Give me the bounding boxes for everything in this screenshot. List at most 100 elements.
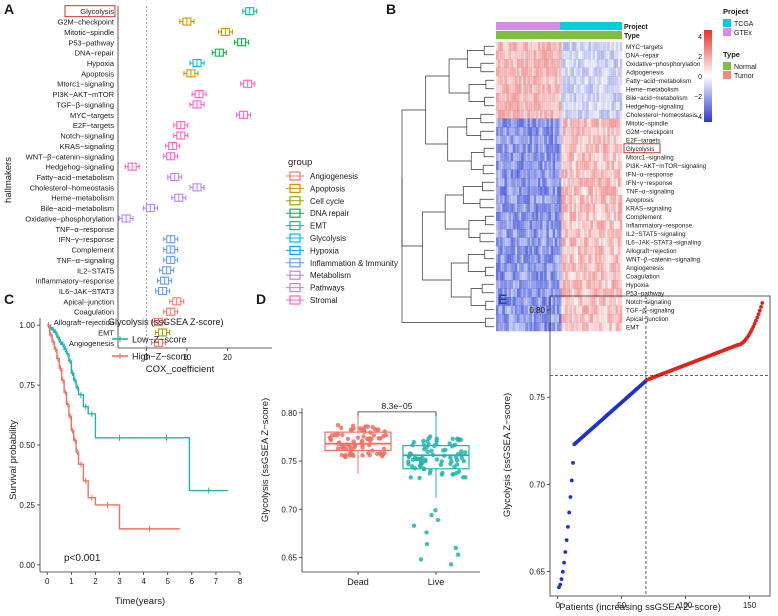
panel-b-cell <box>508 271 511 281</box>
panel-b-cell <box>563 144 566 153</box>
panel-b-cell <box>504 288 507 298</box>
panel-b-cell <box>561 229 564 238</box>
panel-b-cell <box>561 67 564 77</box>
panel-b-cell <box>598 203 602 213</box>
panel-b-cell <box>496 169 499 179</box>
panel-b-cell <box>533 50 537 60</box>
panel-d-point <box>439 459 444 464</box>
panel-b-row-label: Mitotic−spindle <box>626 120 668 127</box>
panel-b-cell <box>540 254 543 264</box>
panel-b-cell <box>619 84 623 94</box>
panel-b-cell <box>512 322 516 332</box>
panel-b-cell <box>533 67 537 77</box>
panel-b-cell <box>594 186 598 196</box>
panel-b-cell <box>603 212 606 221</box>
panel-b-cell <box>498 118 501 128</box>
panel-b-cell <box>523 305 526 315</box>
panel-b-cell <box>575 322 579 332</box>
panel-b-cell <box>508 229 511 238</box>
panel-b-cell <box>529 144 532 153</box>
panel-b-cell <box>588 152 591 162</box>
panel-b-cell <box>546 246 549 255</box>
panel-b-cell <box>529 305 532 315</box>
panel-b-cell <box>502 297 505 306</box>
panel-b-cell <box>592 50 595 60</box>
panel-b-cell <box>586 50 589 60</box>
panel-a-row-label: Apoptosis <box>81 69 114 78</box>
panel-b-cell <box>584 212 587 221</box>
panel-b-cell <box>607 280 610 289</box>
panel-b-cell <box>575 42 579 51</box>
panel-b-cell <box>619 135 623 145</box>
panel-b-cell <box>519 118 522 128</box>
panel-b-cell <box>569 144 572 153</box>
panel-b-cell <box>584 246 587 255</box>
panel-c-series-Low−Z−score <box>47 324 228 492</box>
panel-b-cell <box>500 288 503 298</box>
panel-b-cell <box>504 203 507 213</box>
panel-b-cell <box>500 59 503 68</box>
panel-b-cell <box>544 237 547 247</box>
panel-b-cell <box>535 93 539 102</box>
panel-b-cell <box>619 161 623 170</box>
panel-b-cell <box>592 152 595 162</box>
panel-b-cell <box>609 254 612 264</box>
panel-b-cell <box>588 288 591 298</box>
panel-b-cell <box>611 314 614 323</box>
panel-b-cell <box>588 67 591 77</box>
panel-b-cell <box>512 314 516 323</box>
panel-b-cell <box>559 229 562 238</box>
panel-b-cell <box>504 322 507 332</box>
panel-b-cell <box>594 76 598 85</box>
panel-d-outlier <box>455 552 461 557</box>
panel-b-cell <box>567 67 570 77</box>
panel-b-cell <box>517 101 520 111</box>
panel-b-cell <box>538 254 541 264</box>
panel-e-point <box>752 321 757 326</box>
panel-b-cell <box>603 76 606 85</box>
panel-b-cell <box>533 127 537 136</box>
panel-b-cell <box>550 212 553 221</box>
panel-b-dendro-branch <box>479 232 494 243</box>
panel-b-cell <box>565 178 568 187</box>
panel-b-cell <box>598 237 602 247</box>
panel-b-cell <box>603 67 606 77</box>
panel-b-cell <box>512 254 516 264</box>
panel-b-cell <box>575 254 579 264</box>
panel-b-cell <box>546 127 549 136</box>
panel-b-legend-project-label: TCGA <box>734 21 754 28</box>
panel-b-cell <box>577 297 581 306</box>
panel-b-cell <box>519 305 522 315</box>
panel-b-cell <box>550 110 553 119</box>
panel-b-cell <box>546 135 549 145</box>
panel-b-cell <box>527 101 530 111</box>
panel-b-cell <box>531 186 535 196</box>
panel-b-cell <box>619 271 623 281</box>
panel-b-cell <box>510 271 514 281</box>
panel-b-cell <box>519 127 522 136</box>
panel-b-cell <box>588 144 591 153</box>
panel-b-cell <box>508 110 511 119</box>
panel-b-cell <box>594 152 598 162</box>
panel-b-cell <box>615 203 619 213</box>
panel-b-cell <box>613 135 616 145</box>
panel-b-cell <box>517 67 520 77</box>
panel-b-dendro-branch <box>480 62 494 73</box>
panel-b-cell <box>596 322 600 332</box>
panel-b-cell <box>563 118 566 128</box>
panel-d-point <box>343 454 348 460</box>
panel-b-cell <box>580 76 583 85</box>
panel-b-cell <box>605 220 608 230</box>
panel-b-cell <box>512 271 516 281</box>
panel-b-cell <box>588 237 591 247</box>
panel-d-point <box>451 472 456 477</box>
panel-e-point <box>566 525 570 529</box>
panel-b-cell <box>498 42 501 51</box>
panel-b-cell <box>594 110 598 119</box>
panel-b-cell <box>544 203 547 213</box>
panel-b-cell <box>601 101 604 111</box>
panel-b-cell <box>596 110 600 119</box>
panel-b-cell <box>615 144 619 153</box>
panel-b-cell <box>514 118 518 128</box>
panel-b-cell <box>561 305 564 315</box>
